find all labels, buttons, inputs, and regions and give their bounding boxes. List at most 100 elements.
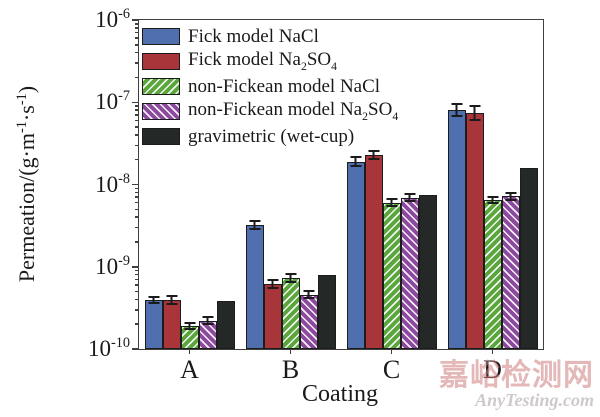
legend-item-nonfickean-na2so4: non-Fickean model Na2SO4: [142, 99, 398, 124]
legend-label-gravimetric: gravimetric (wet-cup): [188, 126, 355, 147]
y-minor-tick: [135, 278, 139, 281]
bar-fick-na2so4-C: [364, 154, 383, 349]
legend-item-nonfickean-nacl: non-Fickean model NaCl: [142, 74, 398, 99]
y-minor-tick: [135, 51, 139, 54]
y-minor-tick: [135, 144, 139, 146]
legend-swatch-fick-nacl: [142, 28, 180, 45]
y-minor-tick: [135, 76, 139, 79]
errorbar-fick-na2so4-B: [267, 278, 278, 289]
y-axis-label: Permeation/(g·m-1·s-1): [13, 85, 40, 283]
y-minor-tick: [135, 284, 139, 286]
errorbar-nonfickean-nacl-D: [487, 195, 498, 204]
y-tick-label: 10-7: [95, 88, 130, 115]
legend-label-nonfickean-nacl: non-Fickean model NaCl: [188, 76, 381, 97]
bar-fick-nacl-D: [447, 109, 466, 349]
bar-nonfickean-na2so4-D: [501, 196, 520, 349]
y-minor-tick: [135, 273, 139, 276]
errorbar-nonfickean-na2so4-D: [505, 191, 516, 201]
legend-swatch-fick-na2so4: [142, 53, 180, 70]
errorbar-fick-na2so4-D: [469, 105, 480, 122]
watermark-site-text: AnyTesting.com: [475, 390, 594, 411]
errorbar-fick-nacl-C: [350, 156, 361, 167]
y-tick-label: 10-10: [88, 335, 130, 361]
x-tick-label-A: A: [180, 355, 199, 384]
y-minor-tick: [135, 31, 139, 34]
x-axis-label: Coating: [302, 381, 378, 407]
bar-nonfickean-nacl-A: [180, 326, 199, 349]
y-minor-tick: [135, 323, 139, 325]
legend-label-fick-na2so4: Fick model Na2SO4: [188, 49, 338, 73]
y-minor-tick: [135, 119, 139, 122]
y-minor-tick: [135, 298, 139, 301]
y-major-tick: [132, 101, 139, 103]
bar-gravimetric-A: [216, 301, 235, 349]
watermark: 嘉峪检测网 AnyTesting.com: [439, 360, 594, 411]
errorbar-nonfickean-na2so4-C: [404, 193, 415, 203]
legend-swatch-gravimetric: [142, 128, 180, 145]
bar-gravimetric-B: [317, 275, 336, 349]
errorbar-fick-nacl-B: [249, 220, 260, 230]
bar-gravimetric-C: [418, 195, 437, 349]
errorbar-nonfickean-nacl-A: [184, 321, 195, 331]
y-major-tick: [132, 348, 139, 350]
y-minor-tick: [135, 309, 139, 311]
y-minor-tick: [135, 114, 139, 116]
x-tick: [289, 349, 292, 354]
y-minor-tick: [135, 126, 139, 128]
y-tick-label: 10-6: [95, 6, 130, 32]
errorbar-nonfickean-nacl-B: [285, 273, 296, 283]
bar-fick-na2so4-B: [263, 283, 282, 349]
y-tick-label: 10-9: [95, 252, 130, 279]
plot-area: Fick model NaCl Fick model Na2SO4 non-Fick…: [88, 7, 544, 383]
errorbar-fick-na2so4-C: [368, 149, 379, 160]
errorbar-nonfickean-na2so4-B: [303, 290, 314, 299]
y-minor-tick: [135, 196, 139, 198]
x-tick: [491, 349, 494, 354]
y-major-tick: [132, 19, 139, 21]
y-minor-tick: [135, 208, 139, 210]
legend-item-fick-nacl: Fick model NaCl: [142, 24, 398, 49]
y-minor-tick: [135, 109, 139, 111]
y-minor-tick: [135, 191, 139, 194]
y-tick-label: 10-8: [95, 170, 130, 197]
errorbar-fick-nacl-A: [148, 296, 159, 305]
legend-item-gravimetric: gravimetric (wet-cup): [142, 124, 398, 149]
bar-gravimetric-D: [519, 167, 538, 349]
x-tick: [188, 349, 191, 354]
x-tick: [390, 349, 393, 354]
bar-fick-nacl-B: [245, 225, 264, 349]
errorbar-nonfickean-na2so4-A: [202, 316, 213, 326]
legend: Fick model NaCl Fick model Na2SO4 non-Fick…: [142, 24, 398, 149]
y-minor-tick: [135, 23, 139, 25]
bar-nonfickean-na2so4-C: [400, 197, 419, 349]
y-minor-tick: [135, 201, 139, 204]
y-minor-tick: [135, 158, 139, 161]
legend-swatch-nonfickean-na2so4: [142, 103, 180, 120]
y-minor-tick: [135, 226, 139, 229]
y-minor-tick: [135, 241, 139, 243]
x-tick-label-C: C: [382, 355, 401, 384]
y-minor-tick: [135, 27, 139, 29]
y-major-tick: [132, 266, 139, 268]
y-major-tick: [132, 183, 139, 186]
y-minor-tick: [135, 44, 139, 46]
bar-nonfickean-na2so4-A: [198, 320, 217, 349]
y-minor-tick: [135, 269, 139, 272]
x-tick-label-B: B: [281, 355, 300, 384]
errorbar-fick-na2so4-A: [166, 295, 177, 306]
y-minor-tick: [135, 216, 139, 218]
bar-fick-na2so4-A: [162, 300, 181, 349]
bar-nonfickean-nacl-B: [281, 278, 300, 349]
bar-nonfickean-na2so4-B: [299, 294, 318, 349]
y-minor-tick: [135, 62, 139, 64]
y-minor-tick: [135, 187, 139, 189]
y-minor-tick: [135, 37, 139, 39]
bar-fick-nacl-C: [346, 161, 365, 349]
bar-nonfickean-nacl-C: [382, 202, 401, 349]
errorbar-fick-nacl-D: [451, 102, 462, 117]
legend-swatch-nonfickean-nacl: [142, 78, 180, 95]
watermark-chinese-text: 嘉峪检测网: [439, 358, 594, 392]
legend-item-fick-na2so4: Fick model Na2SO4: [142, 49, 398, 74]
y-minor-tick: [135, 105, 139, 107]
